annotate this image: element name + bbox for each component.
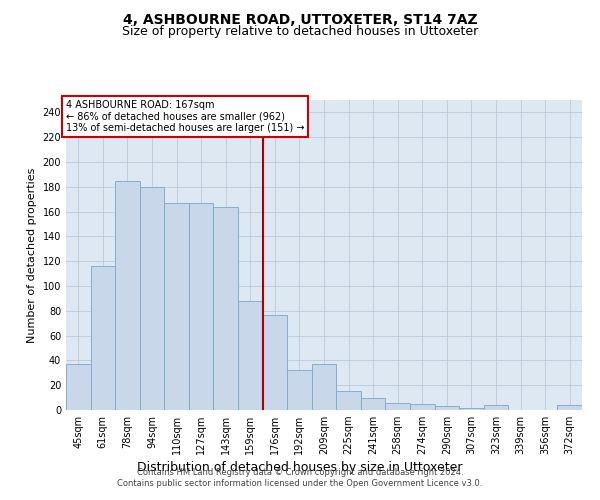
Bar [189,203,214,410]
Bar [361,398,385,410]
Bar [214,206,238,410]
Text: Contains HM Land Registry data © Crown copyright and database right 2024.
Contai: Contains HM Land Registry data © Crown c… [118,468,482,487]
Bar [459,408,484,410]
Bar [66,364,91,410]
Bar [287,370,312,410]
Bar [336,392,361,410]
Bar [164,203,189,410]
Bar [263,314,287,410]
Text: 4, ASHBOURNE ROAD, UTTOXETER, ST14 7AZ: 4, ASHBOURNE ROAD, UTTOXETER, ST14 7AZ [122,12,478,26]
Bar [140,187,164,410]
Bar [434,406,459,410]
Bar [115,180,140,410]
Text: Distribution of detached houses by size in Uttoxeter: Distribution of detached houses by size … [137,461,463,474]
Bar [410,404,434,410]
Bar [238,301,263,410]
Y-axis label: Number of detached properties: Number of detached properties [27,168,37,342]
Bar [484,405,508,410]
Bar [557,405,582,410]
Bar [312,364,336,410]
Bar [91,266,115,410]
Bar [385,402,410,410]
Text: Size of property relative to detached houses in Uttoxeter: Size of property relative to detached ho… [122,25,478,38]
Text: 4 ASHBOURNE ROAD: 167sqm
← 86% of detached houses are smaller (962)
13% of semi-: 4 ASHBOURNE ROAD: 167sqm ← 86% of detach… [66,100,305,133]
